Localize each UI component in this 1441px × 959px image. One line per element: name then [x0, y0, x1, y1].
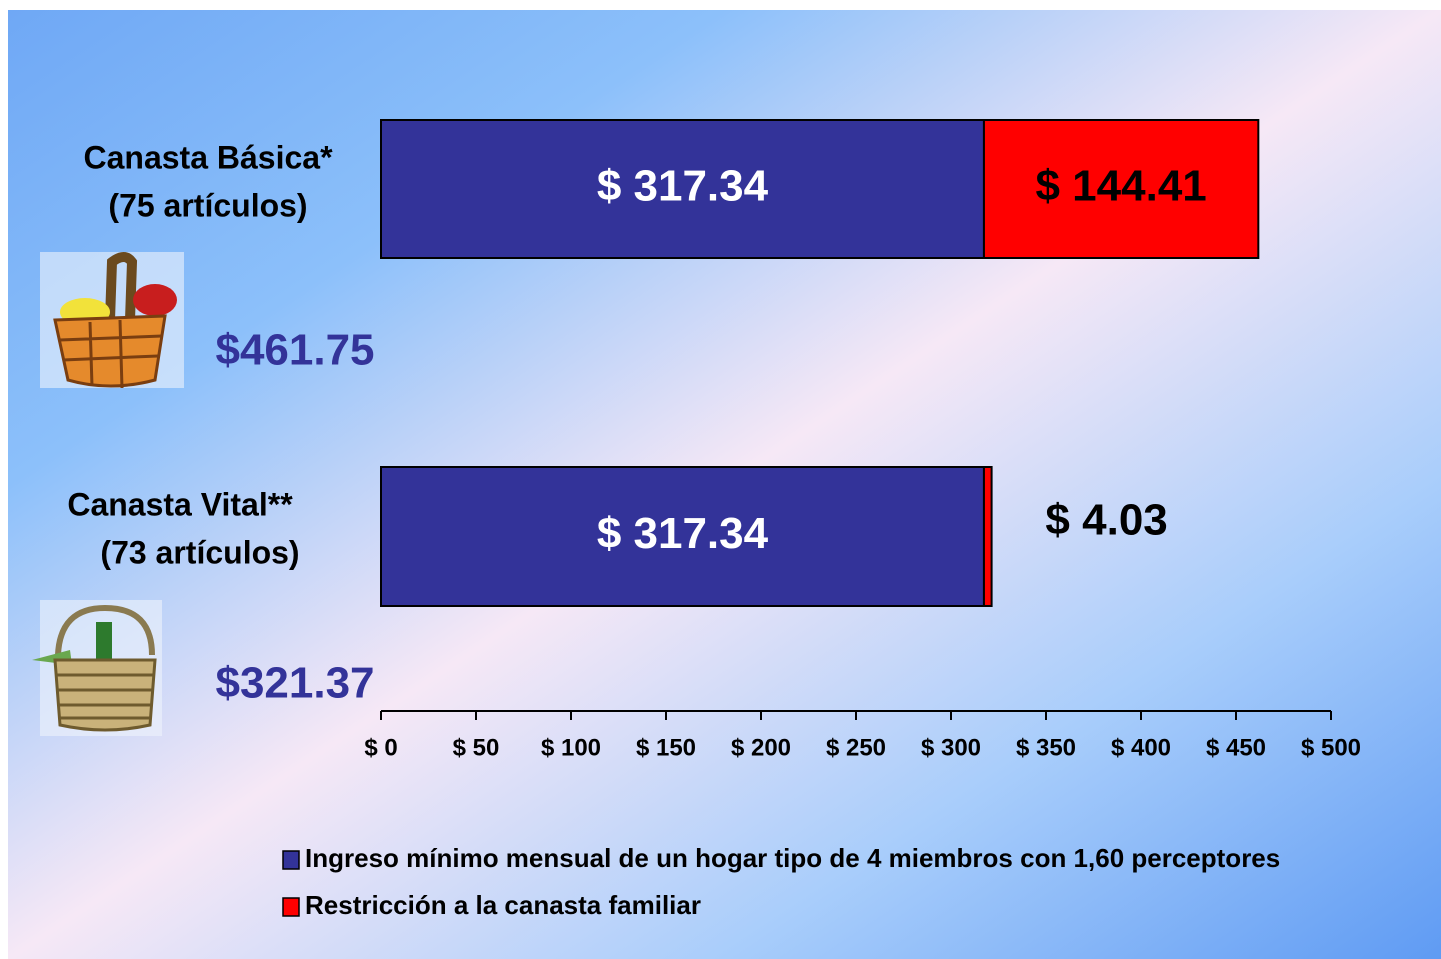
- x-tick-label: $ 200: [731, 734, 791, 761]
- value-label: $ 144.41: [1035, 162, 1206, 211]
- category-label: Canasta Vital**: [67, 486, 293, 522]
- x-tick-label: $ 150: [636, 734, 696, 761]
- x-tick-label: $ 250: [826, 734, 886, 761]
- total-label: $321.37: [215, 659, 374, 708]
- category-note: (75 artículos): [108, 187, 307, 223]
- page: $ 0 $ 50 $ 100 $ 150 $ 200 $ 250 $ 300 $ 350 $ 4…: [0, 0, 1441, 959]
- value-label: $ 4.03: [1045, 496, 1167, 545]
- basket-icon: [40, 252, 184, 388]
- chart: $ 0 $ 50 $ 100 $ 150 $ 200 $ 250 $ 300 $ 350 $ 4…: [0, 0, 1441, 959]
- x-tick-label: $ 450: [1206, 734, 1266, 761]
- x-tick-label: $ 500: [1301, 734, 1361, 761]
- legend-swatch: [283, 898, 299, 916]
- bar-segment: [984, 467, 992, 606]
- x-tick-label: $ 0: [364, 734, 397, 761]
- x-tick-label: $ 100: [541, 734, 601, 761]
- x-tick-label: $ 400: [1111, 734, 1171, 761]
- x-tick-label: $ 350: [1016, 734, 1076, 761]
- value-label: $ 317.34: [597, 162, 769, 211]
- x-tick-label: $ 50: [453, 734, 500, 761]
- legend-label: Ingreso mínimo mensual de un hogar tipo …: [305, 843, 1280, 873]
- category-label: Canasta Básica*: [83, 139, 333, 175]
- x-tick-label: $ 300: [921, 734, 981, 761]
- total-label: $461.75: [215, 326, 374, 375]
- basket-icon: [32, 600, 162, 736]
- value-label: $ 317.34: [597, 509, 769, 558]
- legend-swatch: [283, 851, 299, 869]
- category-note: (73 artículos): [100, 534, 299, 570]
- legend-label: Restricción a la canasta familiar: [305, 890, 701, 920]
